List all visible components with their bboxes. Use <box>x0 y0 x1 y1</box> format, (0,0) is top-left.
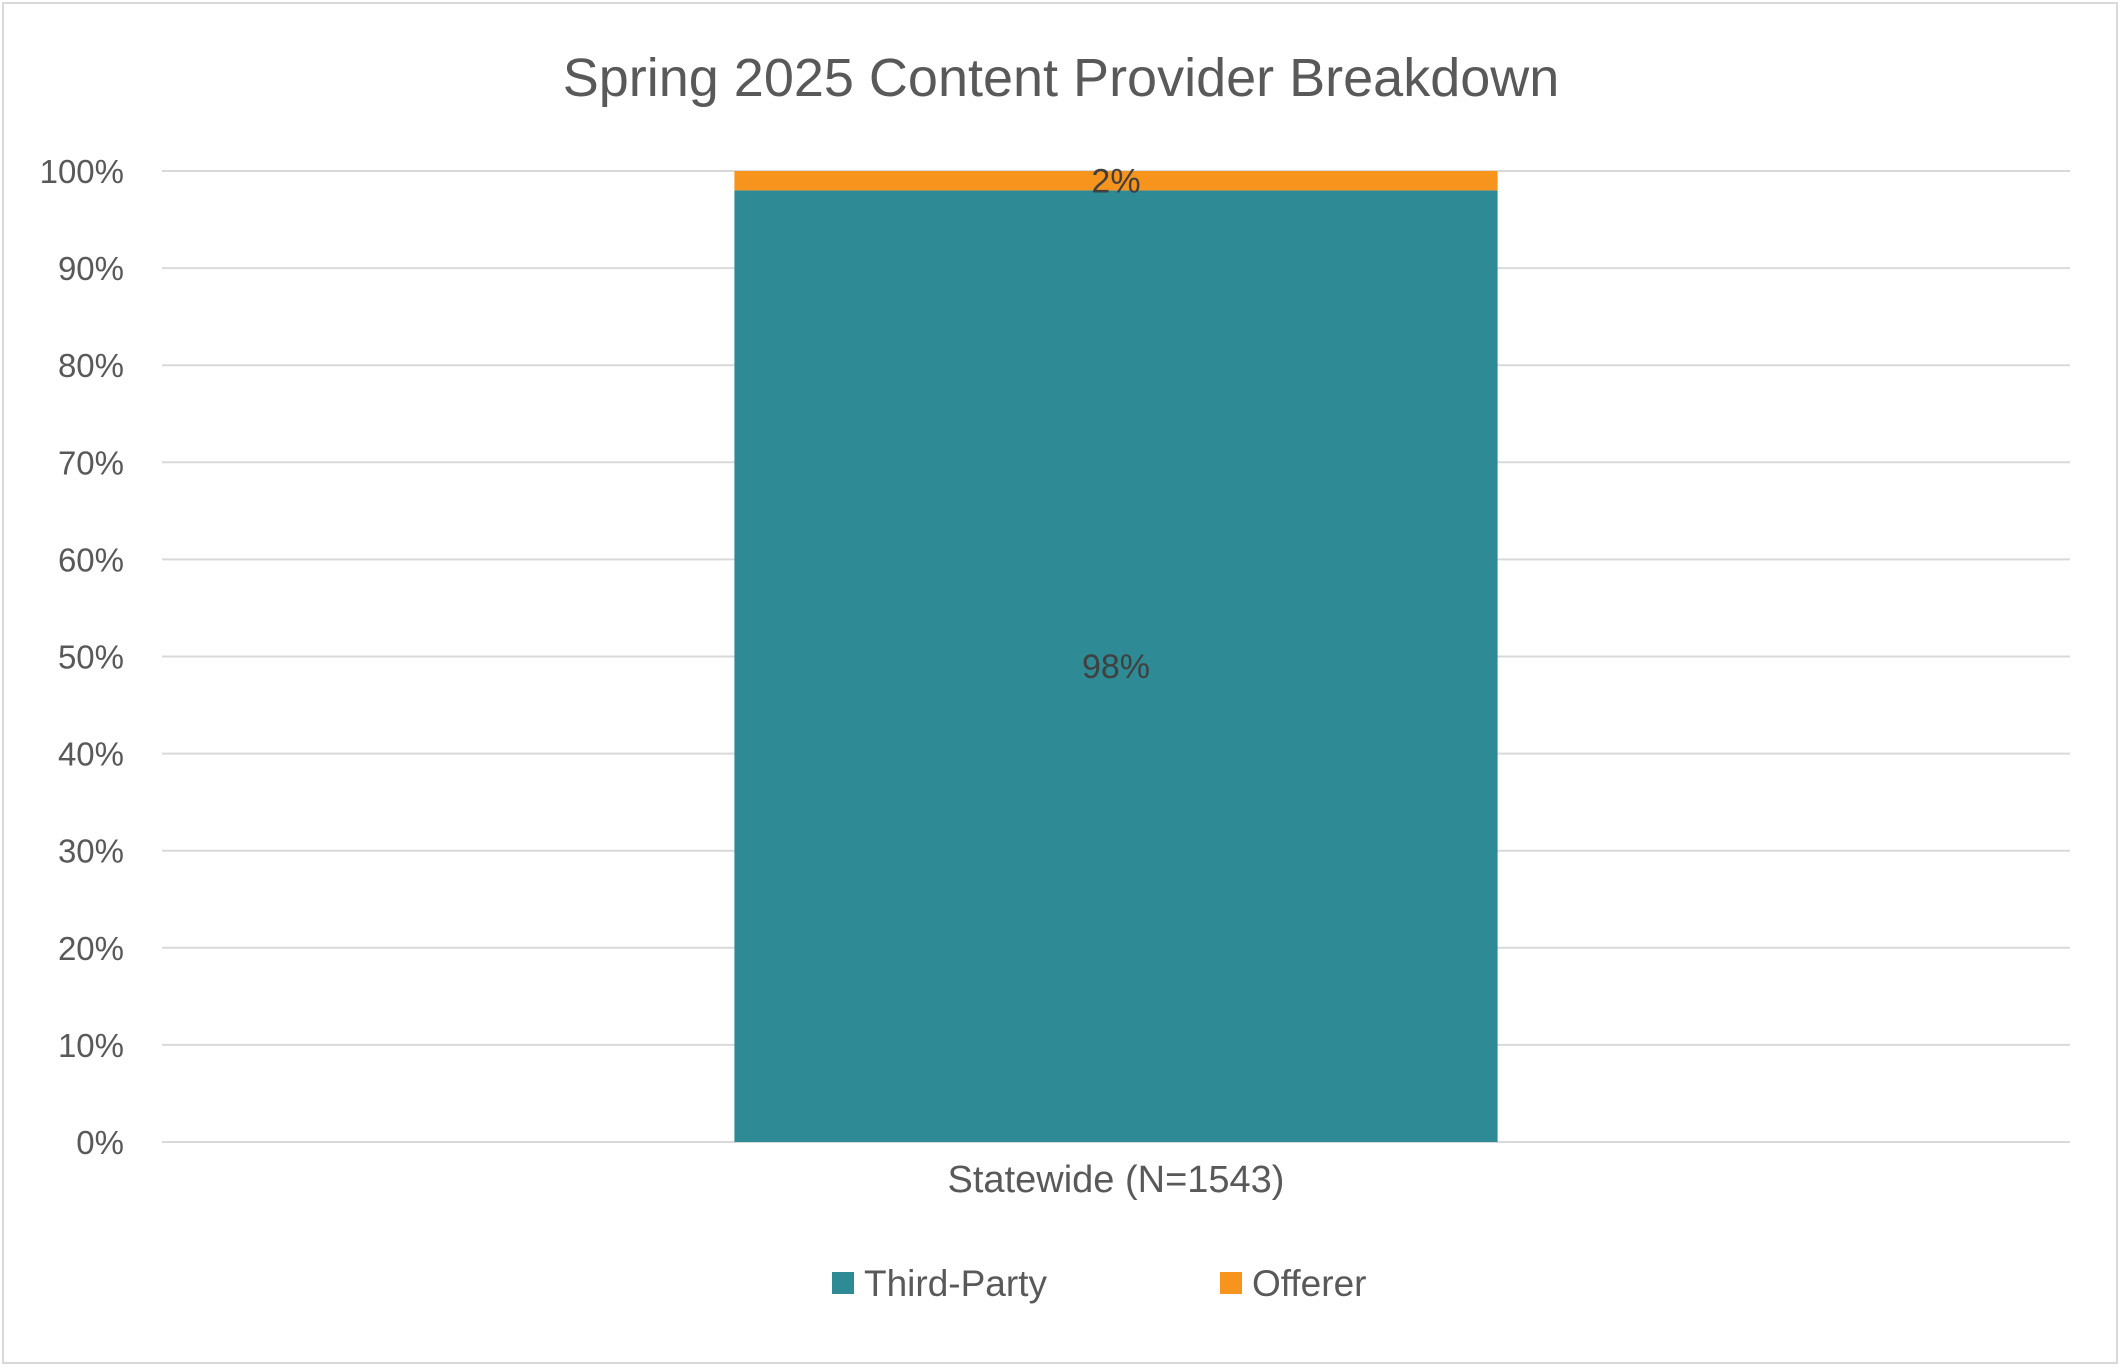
chart-title: Spring 2025 Content Provider Breakdown <box>563 48 1560 108</box>
category-labels: Statewide (N=1543) <box>948 1159 1285 1201</box>
y-axis-tick-labels: 0% 10% 20% 30% 40% 50% 60% 70% 80% 90% 100% <box>40 153 124 1161</box>
y-tick-label-20: 20% <box>58 930 124 967</box>
legend-swatch-third-party <box>832 1272 854 1294</box>
y-tick-label-70: 70% <box>58 444 124 481</box>
y-tick-label-100: 100% <box>40 153 124 190</box>
data-label-offerer: 2% <box>1091 163 1140 201</box>
y-tick-label-40: 40% <box>58 736 124 773</box>
bars <box>734 171 1498 1143</box>
data-label-third-party: 98% <box>1082 648 1150 686</box>
legend: Third-Party Offerer <box>832 1263 1366 1304</box>
bar-offerer <box>734 171 1498 191</box>
legend-label-third-party: Third-Party <box>864 1263 1047 1304</box>
y-tick-label-80: 80% <box>58 347 124 384</box>
y-tick-label-30: 30% <box>58 833 124 870</box>
category-label: Statewide (N=1543) <box>948 1159 1285 1201</box>
y-tick-label-10: 10% <box>58 1027 124 1064</box>
y-tick-label-60: 60% <box>58 541 124 578</box>
y-tick-label-50: 50% <box>58 639 124 676</box>
legend-label-offerer: Offerer <box>1252 1263 1366 1304</box>
data-labels: 98% 2% <box>1082 163 1150 687</box>
legend-swatch-offerer <box>1220 1272 1242 1294</box>
y-tick-label-0: 0% <box>76 1124 124 1161</box>
y-tick-label-90: 90% <box>58 250 124 287</box>
bar-third-party <box>734 190 1498 1143</box>
